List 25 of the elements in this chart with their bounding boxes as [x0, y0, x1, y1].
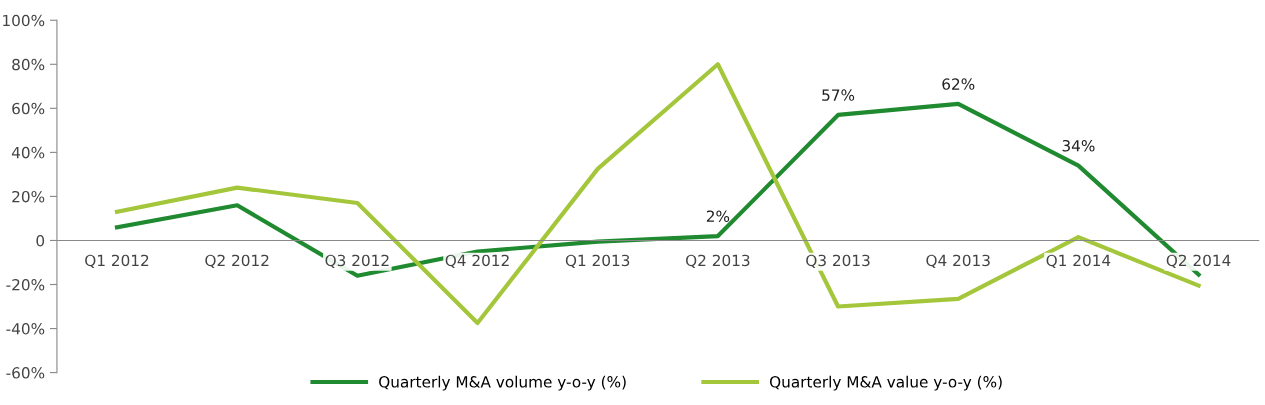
x-tick-label: Q3 2013: [806, 254, 870, 268]
y-tick-label: 40%: [11, 146, 45, 159]
y-tick-label: -20%: [6, 278, 45, 291]
x-tick-label: Q2 2014: [1166, 254, 1231, 268]
legend-label: Quarterly M&A volume y-o-y (%): [379, 375, 626, 391]
data-label: 62%: [942, 78, 975, 90]
x-tick-label: Q4 2012: [445, 254, 509, 268]
x-tick-label: Q4 2013: [926, 254, 990, 268]
x-tick-label: Q1 2013: [565, 254, 630, 268]
y-tick-label: 60%: [12, 102, 45, 115]
y-tick-label: -60%: [6, 367, 45, 379]
y-tick-label: -40%: [6, 323, 45, 335]
x-tick-label: Q1 2012: [85, 254, 149, 268]
y-tick-label: 0: [36, 234, 45, 247]
y-tick-label: 20%: [12, 190, 45, 203]
data-label: 57%: [822, 89, 855, 101]
x-tick-label: Q2 2013: [686, 254, 750, 268]
legend-label: Quarterly M&A value y-o-y (%): [769, 375, 1002, 391]
x-tick-label: Q3 2012: [325, 254, 389, 268]
data-label: 34%: [1062, 139, 1095, 152]
x-tick-label: Q1 2014: [1046, 254, 1111, 268]
y-tick-label: 100%: [3, 14, 45, 27]
y-tick-label: 80%: [12, 58, 45, 71]
data-label: 2%: [706, 210, 730, 222]
x-tick-label: Q2 2012: [205, 254, 269, 268]
